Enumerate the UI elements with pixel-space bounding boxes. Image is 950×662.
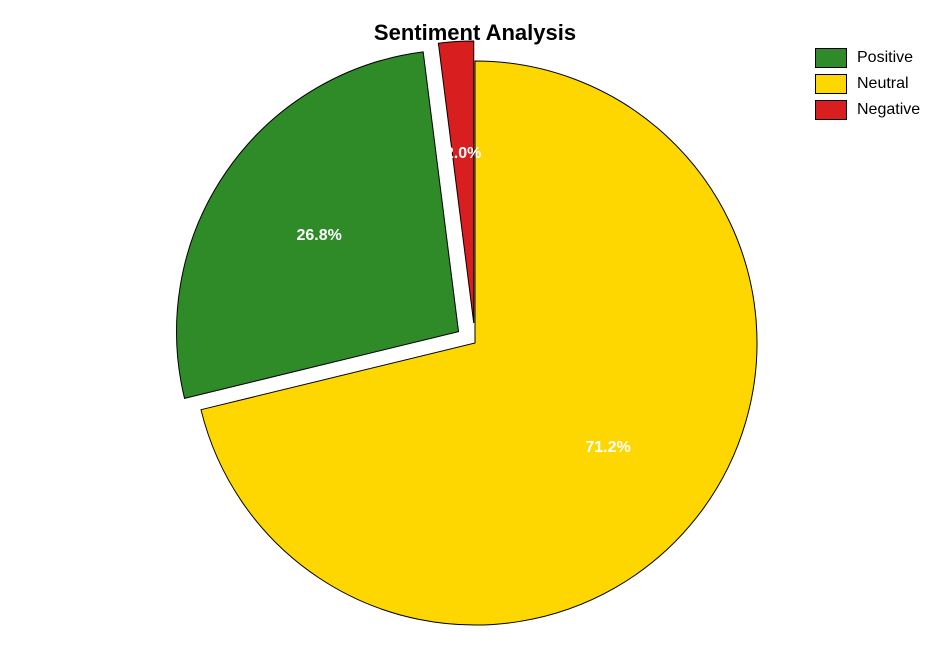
- legend-item-neutral: Neutral: [815, 74, 920, 94]
- legend-swatch: [815, 100, 847, 120]
- pie-slice-positive: [177, 52, 459, 398]
- slice-label-negative: 2.0%: [445, 145, 481, 163]
- legend-swatch: [815, 48, 847, 68]
- legend-item-negative: Negative: [815, 100, 920, 120]
- legend-label: Neutral: [857, 75, 909, 93]
- legend-swatch: [815, 74, 847, 94]
- legend-label: Negative: [857, 101, 920, 119]
- pie-chart: [0, 0, 950, 662]
- slice-label-neutral: 71.2%: [585, 439, 630, 457]
- slice-label-positive: 26.8%: [297, 227, 342, 245]
- legend: Positive Neutral Negative: [815, 48, 920, 126]
- legend-label: Positive: [857, 49, 913, 67]
- legend-item-positive: Positive: [815, 48, 920, 68]
- chart-container: { "chart": { "type": "pie", "title": "Se…: [0, 0, 950, 662]
